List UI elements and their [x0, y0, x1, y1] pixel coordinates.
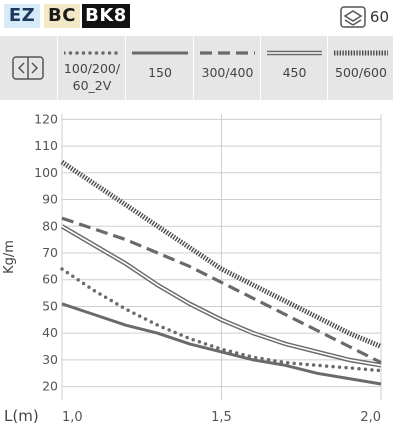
- count-indicator: 60: [340, 6, 389, 28]
- y-axis-label: Kg/m: [2, 240, 17, 274]
- legend-swatch-dashed: [200, 51, 255, 55]
- y-tick-label: 70: [42, 245, 58, 260]
- series-line-3: [61, 216, 382, 365]
- legend-item-1[interactable]: 100/200/ 60_2V: [57, 36, 126, 100]
- count-value: 60: [369, 8, 389, 26]
- legend-swatch-dotted: [64, 51, 120, 55]
- y-tick-label: 80: [42, 218, 58, 233]
- series-line-1: [60, 267, 383, 373]
- badge-bc: BC: [44, 4, 80, 28]
- series-lines: [60, 160, 383, 386]
- y-tick-label: 120: [34, 111, 58, 126]
- legend-item-3[interactable]: 300/400: [193, 36, 261, 100]
- chart: 20 30 40 50 60 70 80 90 100 110 120 1,0 1,5 2,0 Kg/m…: [2, 111, 383, 425]
- legend-label: 500/600: [335, 65, 387, 80]
- legend-swatch-solid-thick: [132, 51, 188, 55]
- legend-toggle[interactable]: [0, 36, 56, 100]
- legend-item-5[interactable]: 500/600: [327, 36, 393, 100]
- legend-bar: 100/200/ 60_2V 150 300/400 450 500/600: [0, 36, 393, 100]
- y-tick-label: 60: [42, 272, 58, 287]
- y-tick-label: 90: [42, 192, 58, 207]
- x-tick-labels: 1,0 1,5 2,0: [62, 410, 381, 425]
- y-tick-label: 110: [34, 138, 58, 153]
- series-line-4: [60, 224, 382, 368]
- y-tick-label: 40: [42, 325, 58, 340]
- x-tick-label: 2,0: [360, 410, 381, 425]
- grid: [61, 114, 382, 400]
- legend-label: 100/200/ 60_2V: [63, 61, 121, 93]
- series-line-5: [60, 160, 382, 349]
- header: EZ BC BK8 60: [0, 0, 393, 34]
- y-tick-label: 30: [42, 352, 58, 367]
- legend-swatch-hatched: [334, 50, 388, 56]
- legend-label: 150: [148, 65, 172, 80]
- y-tick-label: 50: [42, 298, 58, 313]
- y-tick-labels: 20 30 40 50 60 70 80 90 100 110 120: [34, 111, 58, 393]
- expand-width-icon: [12, 56, 44, 80]
- stack-layers-icon: [340, 6, 366, 28]
- legend-label: 300/400: [201, 65, 254, 80]
- x-axis-label: L(m): [4, 407, 39, 425]
- legend-label: 450: [282, 65, 307, 80]
- legend-swatch-double: [267, 50, 322, 56]
- legend-item-2[interactable]: 150: [125, 36, 194, 100]
- badge-ez: EZ: [4, 4, 40, 28]
- badge-bk8: BK8: [82, 4, 130, 28]
- x-tick-label: 1,5: [211, 410, 232, 425]
- x-tick-label: 1,0: [62, 410, 83, 425]
- series-line-2: [61, 302, 382, 386]
- y-tick-label: 20: [42, 379, 58, 394]
- y-tick-label: 100: [34, 165, 58, 180]
- legend-item-4[interactable]: 450: [260, 36, 328, 100]
